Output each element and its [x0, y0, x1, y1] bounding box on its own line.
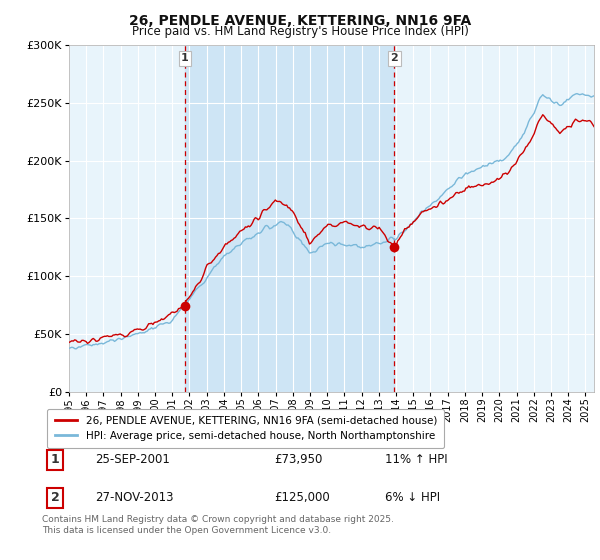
- Legend: 26, PENDLE AVENUE, KETTERING, NN16 9FA (semi-detached house), HPI: Average price: 26, PENDLE AVENUE, KETTERING, NN16 9FA (…: [47, 408, 445, 449]
- Bar: [185, 45, 394, 392]
- Text: 1: 1: [181, 54, 189, 63]
- Text: 6% ↓ HPI: 6% ↓ HPI: [385, 491, 440, 504]
- Text: £73,950: £73,950: [274, 454, 323, 466]
- Text: Price paid vs. HM Land Registry's House Price Index (HPI): Price paid vs. HM Land Registry's House …: [131, 25, 469, 38]
- Text: 2: 2: [51, 491, 59, 504]
- Text: 1: 1: [51, 454, 59, 466]
- Text: 2: 2: [391, 54, 398, 63]
- Text: £125,000: £125,000: [274, 491, 330, 504]
- Text: 26, PENDLE AVENUE, KETTERING, NN16 9FA: 26, PENDLE AVENUE, KETTERING, NN16 9FA: [129, 14, 471, 28]
- Text: 27-NOV-2013: 27-NOV-2013: [95, 491, 173, 504]
- Text: 11% ↑ HPI: 11% ↑ HPI: [385, 454, 448, 466]
- Text: 25-SEP-2001: 25-SEP-2001: [95, 454, 170, 466]
- Text: Contains HM Land Registry data © Crown copyright and database right 2025.
This d: Contains HM Land Registry data © Crown c…: [42, 515, 394, 535]
